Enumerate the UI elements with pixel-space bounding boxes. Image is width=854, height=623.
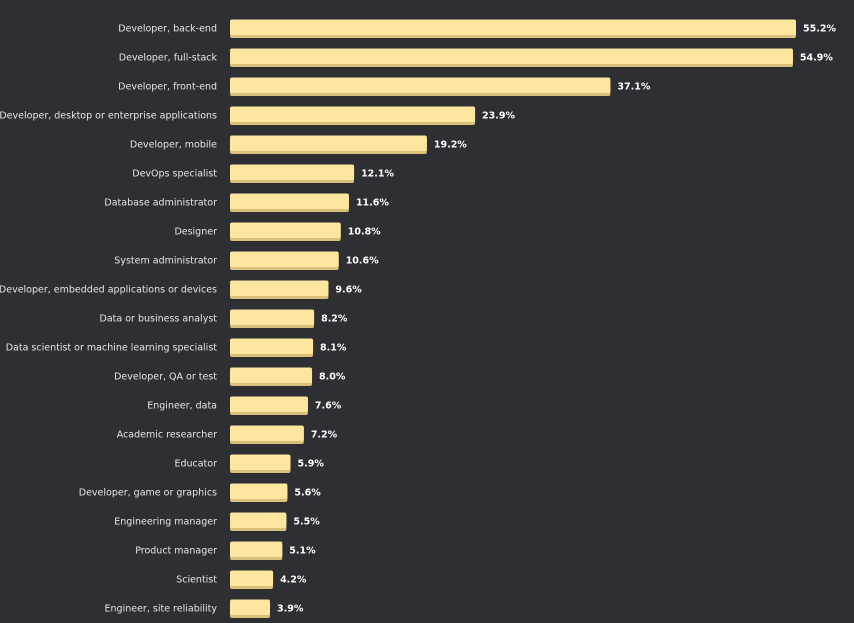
value-label: 10.6% — [346, 256, 379, 267]
category-label: Designer — [174, 227, 217, 238]
category-label: Engineer, site reliability — [105, 604, 218, 615]
bar — [230, 222, 341, 238]
category-label: Engineering manager — [114, 517, 217, 528]
bar — [230, 599, 270, 615]
bar — [230, 367, 313, 383]
value-label: 5.1% — [289, 546, 316, 557]
bar — [230, 77, 611, 93]
category-label: Developer, embedded applications or devi… — [0, 285, 217, 296]
category-label: Data scientist or machine learning speci… — [6, 343, 218, 354]
category-label: Developer, mobile — [130, 140, 217, 151]
category-label: Developer, back-end — [118, 24, 217, 35]
bar — [230, 251, 339, 267]
value-label: 8.2% — [321, 314, 348, 325]
value-label: 5.6% — [294, 488, 321, 499]
bar — [230, 541, 283, 557]
bar — [230, 425, 304, 441]
value-label: 10.8% — [348, 227, 381, 238]
bar — [230, 454, 291, 470]
category-label: Developer, desktop or enterprise applica… — [0, 111, 217, 122]
value-label: 19.2% — [434, 140, 467, 151]
category-label: DevOps specialist — [132, 169, 217, 180]
bars-layer: Developer, back-end 55.2% Developer, full-… — [0, 19, 836, 618]
value-label: 8.1% — [320, 343, 347, 354]
category-label: Academic researcher — [117, 430, 217, 441]
value-label: 23.9% — [482, 111, 515, 122]
value-label: 55.2% — [803, 24, 836, 35]
category-label: Data or business analyst — [100, 314, 218, 325]
value-label: 12.1% — [361, 169, 394, 180]
bar — [230, 512, 287, 528]
bar — [230, 280, 329, 296]
bar — [230, 396, 308, 412]
bar — [230, 106, 476, 122]
value-label: 54.9% — [800, 53, 833, 64]
category-label: Developer, full-stack — [119, 53, 218, 64]
bar — [230, 19, 796, 35]
category-label: Scientist — [176, 575, 217, 586]
value-label: 11.6% — [356, 198, 389, 209]
bar — [230, 483, 288, 499]
bar — [230, 164, 355, 180]
value-label: 5.5% — [293, 517, 320, 528]
category-label: Database administrator — [104, 198, 217, 209]
bar — [230, 309, 315, 325]
bar — [230, 135, 427, 151]
value-label: 37.1% — [617, 82, 650, 93]
value-label: 9.6% — [335, 285, 362, 296]
category-label: Developer, game or graphics — [79, 488, 217, 499]
value-label: 5.9% — [297, 459, 324, 470]
value-label: 7.6% — [315, 401, 342, 412]
category-label: Developer, front-end — [118, 82, 217, 93]
bar — [230, 193, 349, 209]
bar — [230, 338, 314, 354]
value-label: 4.2% — [280, 575, 307, 586]
category-label: Developer, QA or test — [114, 372, 217, 383]
value-label: 7.2% — [311, 430, 338, 441]
category-label: Engineer, data — [147, 401, 217, 412]
category-label: Educator — [174, 459, 217, 470]
category-label: System administrator — [114, 256, 217, 267]
value-label: 8.0% — [319, 372, 346, 383]
category-label: Product manager — [135, 546, 217, 557]
bar — [230, 48, 793, 64]
bar — [230, 570, 274, 586]
value-label: 3.9% — [277, 604, 304, 615]
